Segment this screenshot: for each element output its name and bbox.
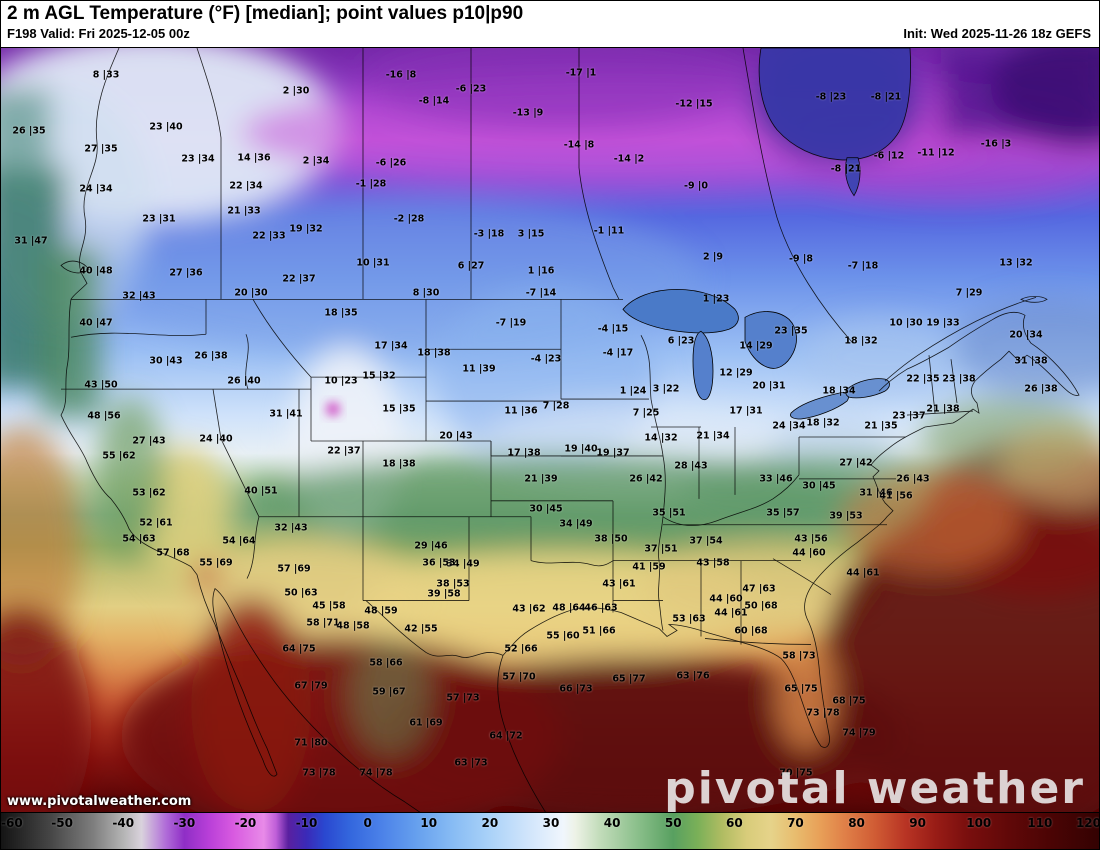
temperature-field-svg bbox=[1, 48, 1099, 813]
colorbar-tick: 110 bbox=[1027, 816, 1053, 830]
colorbar-tick: -60 bbox=[1, 816, 23, 830]
page-title: 2 m AGL Temperature (°F) [median]; point… bbox=[7, 3, 524, 24]
colorbar-tick: 120 bbox=[1075, 816, 1100, 830]
geography-borders bbox=[60, 48, 1080, 813]
colorbar-tick: 100 bbox=[966, 816, 992, 830]
colorbar-tick: 30 bbox=[542, 816, 560, 830]
init-time-label: Init: Wed 2025-11-26 18z GEFS bbox=[903, 26, 1091, 41]
colorbar-tick: 80 bbox=[848, 816, 865, 830]
colorbar-tick: -20 bbox=[234, 816, 257, 830]
colorbar-tick: 70 bbox=[787, 816, 804, 830]
temperature-colorbar: -60 -50 -40 -30 -20 -10 0 10 20 30 40 50 60 70 80 90 100… bbox=[1, 812, 1100, 849]
valid-time-label: F198 Valid: Fri 2025-12-05 00z bbox=[7, 26, 190, 41]
colorbar-tick: 10 bbox=[420, 816, 438, 830]
brand-watermark: pivotal weather bbox=[664, 763, 1085, 814]
colorbar-tick: 20 bbox=[481, 816, 499, 830]
lakes bbox=[622, 48, 911, 420]
site-watermark: www.pivotalweather.com bbox=[7, 794, 192, 809]
map-canvas[interactable] bbox=[1, 47, 1099, 814]
colorbar-tick: -10 bbox=[295, 816, 318, 830]
cold-pool-spot bbox=[326, 402, 340, 417]
colorbar-tick: 90 bbox=[909, 816, 927, 830]
colorbar-tick: 50 bbox=[664, 816, 682, 830]
map-header: 2 m AGL Temperature (°F) [median]; point… bbox=[1, 1, 1099, 47]
colorbar-tick: -30 bbox=[173, 816, 196, 830]
colorbar-tick: 40 bbox=[603, 816, 621, 830]
colorbar-tick: 60 bbox=[725, 816, 743, 830]
colorbar-tick: -40 bbox=[112, 816, 135, 830]
colorbar-tick: -50 bbox=[51, 816, 73, 830]
colorbar-tick: 0 bbox=[363, 816, 372, 830]
